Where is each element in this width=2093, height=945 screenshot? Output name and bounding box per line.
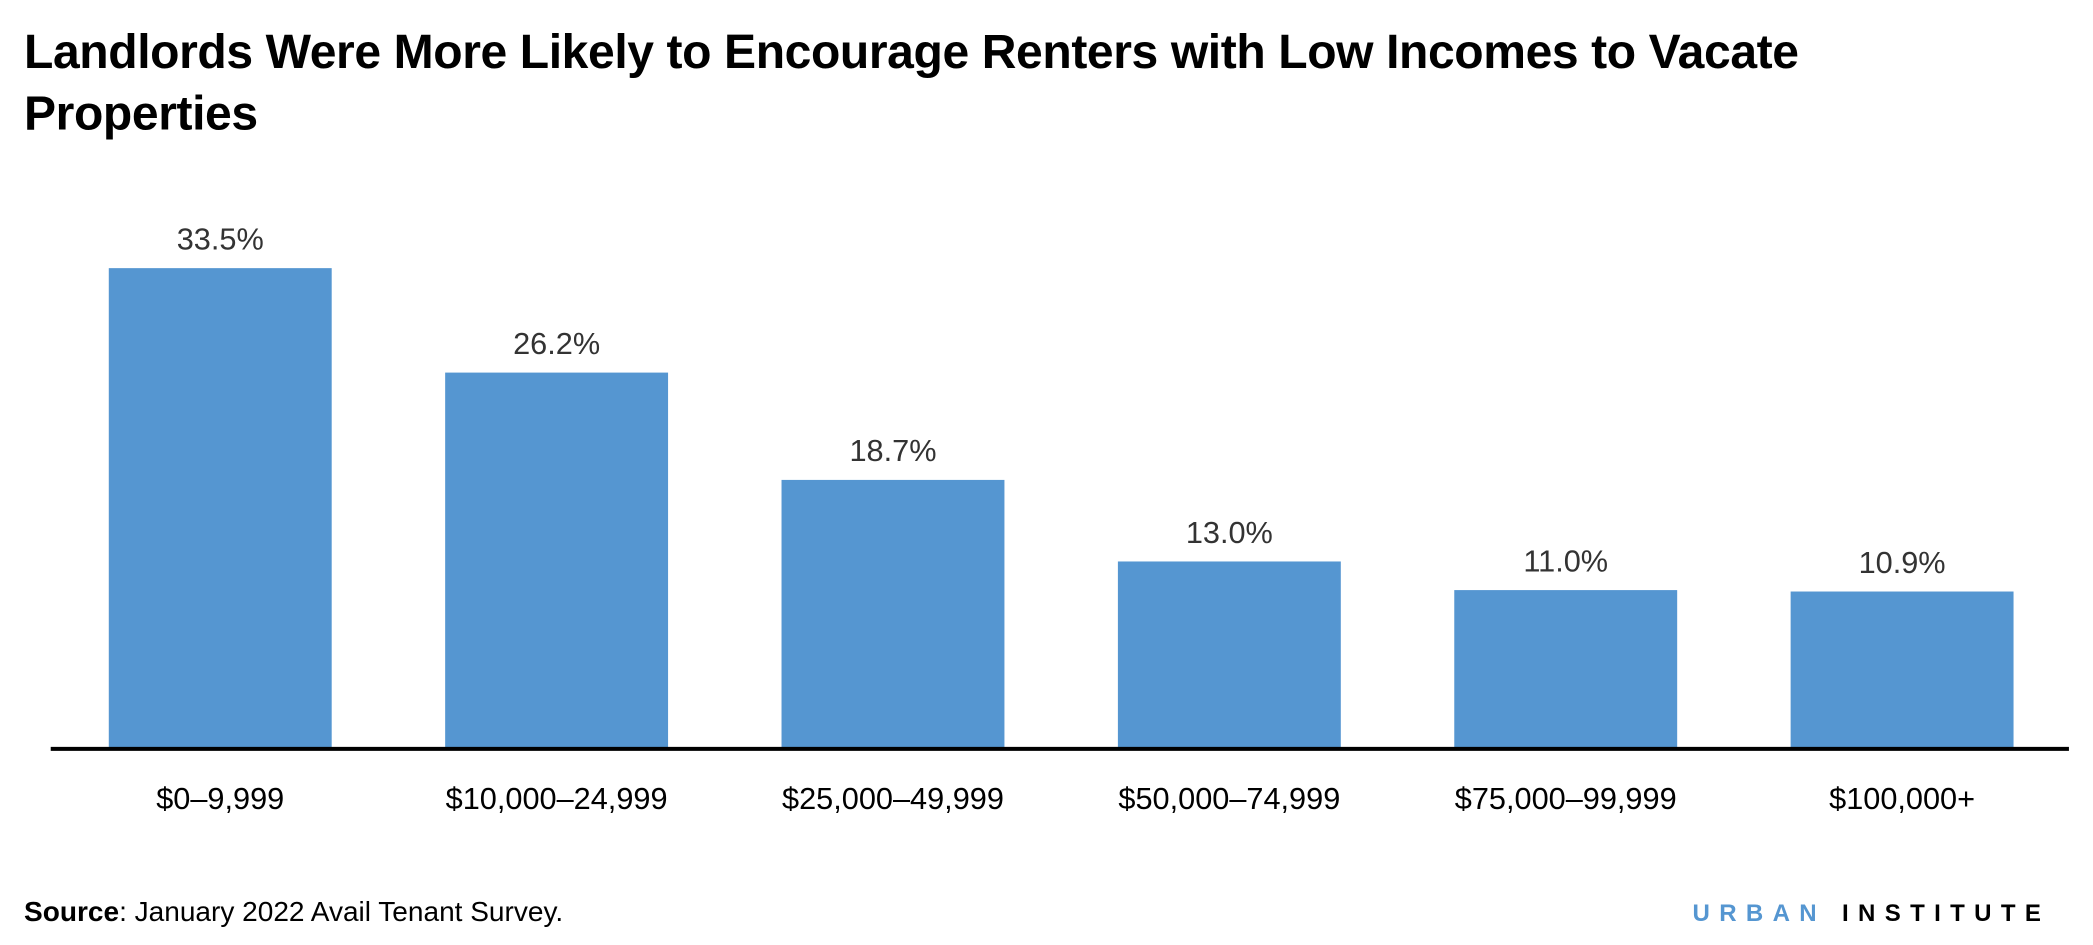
value-label: 33.5%: [177, 221, 264, 256]
bar: [108, 268, 332, 748]
category-label: $50,000–74,999: [1118, 781, 1340, 816]
category-label: $10,000–24,999: [446, 781, 668, 816]
value-label: 13.0%: [1186, 515, 1273, 550]
bar: [1117, 561, 1341, 748]
category-label: $0–9,999: [156, 781, 284, 816]
source-note: Source: January 2022 Avail Tenant Survey…: [24, 897, 563, 929]
bar: [1790, 591, 2014, 748]
value-label: 10.9%: [1859, 545, 1946, 580]
source-text: : January 2022 Avail Tenant Survey.: [119, 896, 564, 928]
value-label: 18.7%: [849, 433, 936, 468]
urban-institute-logo: URBAN INSTITUTE: [1693, 900, 2051, 928]
category-label: $75,000–99,999: [1455, 781, 1677, 816]
logo-urban: URBAN: [1692, 899, 1826, 927]
category-label: $25,000–49,999: [782, 781, 1004, 816]
value-label: 26.2%: [513, 326, 600, 361]
bar: [445, 372, 669, 748]
value-label: 11.0%: [1523, 543, 1608, 578]
bar: [1454, 590, 1678, 748]
logo-institute: INSTITUTE: [1842, 899, 2051, 927]
chart-title: Landlords Were More Likely to Encourage …: [24, 24, 1799, 141]
source-label: Source: [24, 896, 120, 928]
bar: [781, 479, 1005, 748]
category-label: $100,000+: [1829, 781, 1975, 816]
